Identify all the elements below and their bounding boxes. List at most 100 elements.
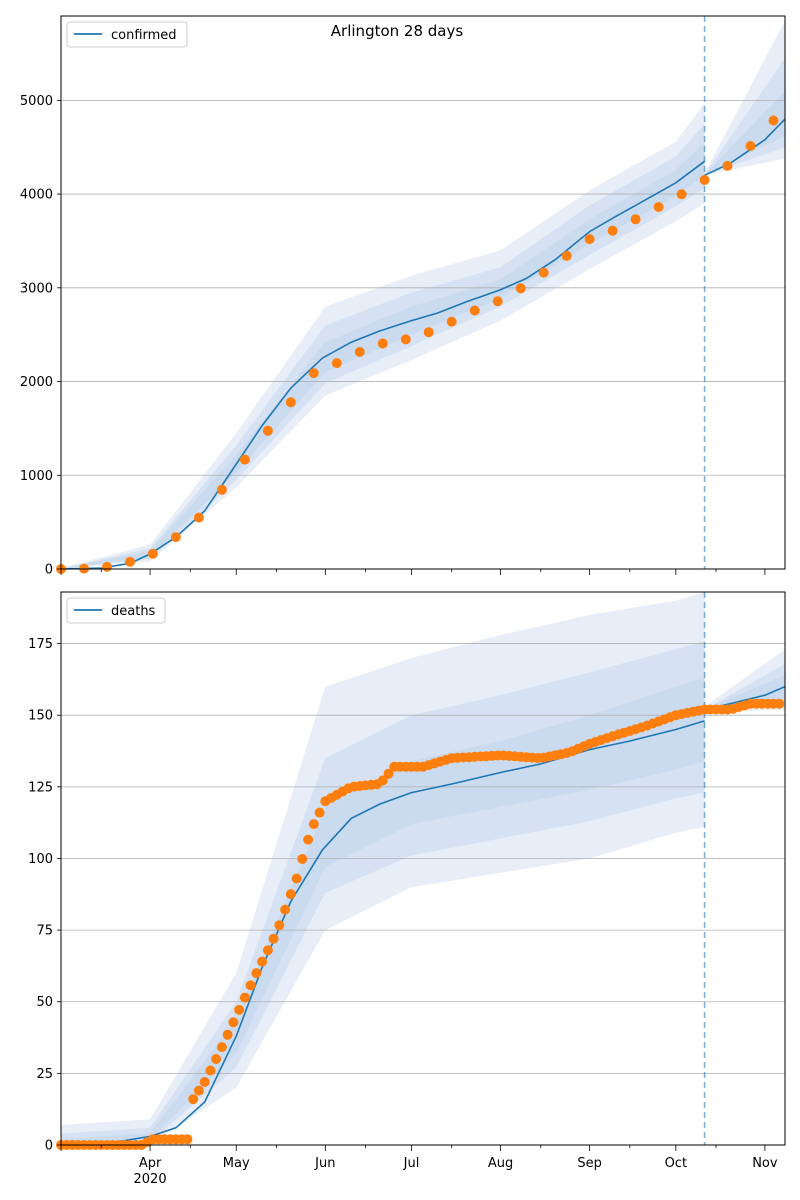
observed-point [377, 775, 388, 786]
observed-point [297, 854, 308, 864]
observed-point [216, 484, 227, 495]
observed-point [245, 980, 256, 991]
confirmed-y-axis: 0 1000 2000 3000 4000 5000 [20, 94, 61, 578]
observed-point [262, 425, 273, 436]
x-month-label: Oct [665, 1156, 687, 1171]
observed-point [170, 532, 181, 543]
observed-point [538, 267, 549, 278]
y-tick-label: 75 [36, 924, 53, 939]
forecast-band-2 [704, 91, 785, 176]
observed-point [492, 296, 503, 307]
observed-point [193, 1085, 204, 1096]
confirmed-legend: confirmed [66, 21, 188, 48]
y-tick-label: 50 [36, 995, 53, 1010]
confirmed-x-ticks [60, 569, 766, 575]
observed-point [354, 346, 365, 357]
deaths-panel: 0 25 50 75 100 125 150 175 Apr May Jun Jul Aug Sep Oc… [28, 591, 786, 1187]
observed-point [515, 283, 526, 294]
observed-point [446, 316, 457, 327]
observed-point [291, 873, 302, 884]
observed-point [285, 397, 296, 408]
observed-point [125, 556, 135, 567]
y-tick-label: 125 [28, 780, 53, 795]
observed-point [188, 1094, 199, 1105]
confirmed-grid [61, 99, 785, 476]
legend-label-deaths: deaths [111, 604, 156, 619]
observed-point [377, 338, 388, 349]
x-month-label: Jun [314, 1156, 335, 1171]
deaths-axes-frame [60, 591, 786, 1146]
observed-point [469, 305, 480, 316]
observed-point [607, 225, 618, 236]
observed-point [699, 175, 710, 185]
y-tick-label: 4000 [20, 188, 53, 203]
model-curve [60, 720, 705, 1146]
observed-point [303, 834, 314, 845]
observed-point [199, 1077, 210, 1087]
observed-point [147, 548, 158, 559]
forecast-band-0 [704, 20, 785, 176]
observed-point [630, 214, 641, 225]
confirmed-panel: 0 1000 2000 3000 4000 5000 confirmed [20, 15, 786, 578]
deaths-y-axis: 0 25 50 75 100 125 150 175 [28, 637, 61, 1154]
model-curve [60, 160, 706, 570]
figure-title: Arlington 28 days [331, 22, 464, 40]
observed-point [561, 250, 572, 261]
observed-point [228, 1017, 239, 1028]
x-month-label: May [223, 1156, 250, 1171]
y-tick-label: 1000 [20, 469, 53, 484]
x-month-label: Jul [403, 1156, 420, 1171]
observed-point [584, 234, 595, 245]
observed-point [251, 968, 262, 979]
observed-point [774, 698, 785, 709]
y-tick-label: 0 [45, 563, 53, 578]
observed-point [205, 1065, 216, 1076]
observed-point [280, 904, 291, 915]
y-tick-label: 3000 [20, 281, 53, 296]
y-tick-label: 175 [28, 637, 53, 652]
observed-point [331, 358, 342, 369]
y-tick-label: 100 [28, 852, 53, 867]
y-tick-label: 0 [45, 1139, 53, 1154]
observed-point [745, 141, 756, 151]
observed-point [768, 115, 779, 126]
observed-point [653, 202, 664, 212]
confirmed-observed-points [56, 115, 779, 574]
deaths-legend: deaths [66, 597, 166, 624]
observed-point [268, 933, 279, 944]
observed-point [722, 160, 733, 171]
confirmed-axes-frame [60, 15, 786, 570]
observed-point [102, 561, 112, 572]
forecast-band-2 [704, 675, 785, 713]
uncertainty-band-0 [61, 103, 705, 569]
legend-box [66, 21, 188, 48]
uncertainty-band-1 [61, 640, 705, 1145]
legend-box [66, 597, 166, 624]
observed-point [239, 992, 250, 1003]
observed-point [308, 819, 319, 830]
observed-point [216, 1042, 227, 1053]
forecast-curve [704, 118, 786, 177]
x-month-label: Nov [752, 1156, 778, 1171]
observed-point [400, 334, 411, 345]
y-tick-label: 5000 [20, 94, 53, 109]
observed-point [239, 454, 250, 465]
deaths-bands [61, 592, 785, 1145]
y-tick-label: 150 [28, 709, 53, 724]
observed-point [274, 920, 285, 931]
x-month-label: Apr [139, 1156, 162, 1171]
uncertainty-band-0 [61, 592, 705, 1145]
observed-point [314, 807, 325, 818]
observed-point [383, 768, 394, 779]
observed-point [308, 368, 319, 379]
observed-point [222, 1029, 233, 1040]
observed-point [257, 956, 268, 967]
observed-point [193, 512, 204, 523]
observed-point [182, 1134, 193, 1145]
legend-label-confirmed: confirmed [111, 28, 177, 43]
uncertainty-band-2 [61, 678, 705, 1145]
forecast-band-0 [704, 649, 785, 713]
x-year-label: 2020 [134, 1172, 167, 1187]
confirmed-model-line [60, 118, 786, 570]
